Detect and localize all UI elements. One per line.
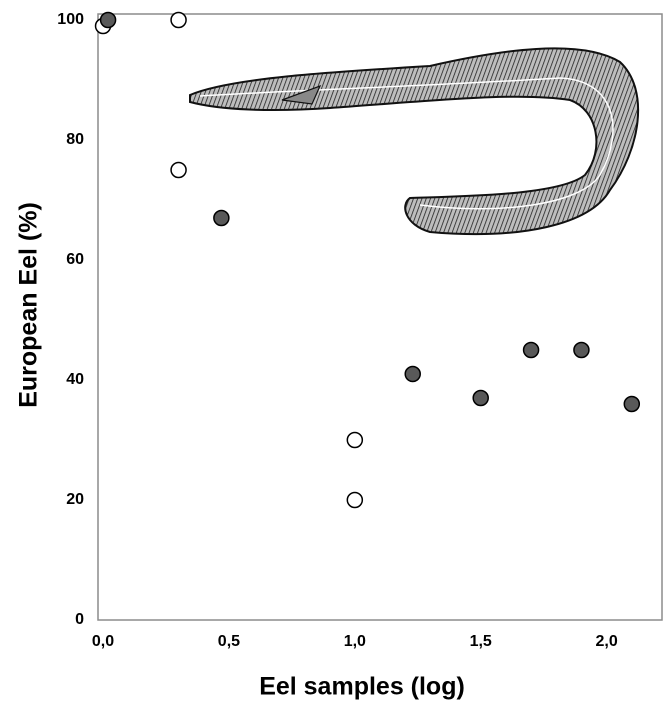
point: [472, 389, 489, 407]
plot-frame: [97, 13, 663, 621]
x-tick-label: 1,0: [344, 633, 366, 650]
eel-illustration: [189, 47, 640, 236]
y-tick-label: 80: [66, 131, 84, 148]
point: [623, 395, 641, 413]
point: [573, 341, 590, 359]
x-axis-title: Eel samples (log): [259, 673, 465, 701]
x-tick-label: 2,0: [595, 633, 617, 650]
x-tick-label: 1,5: [470, 633, 492, 650]
point: [170, 11, 187, 29]
point: [346, 431, 364, 449]
point: [522, 341, 540, 359]
point: [99, 11, 117, 29]
point: [404, 365, 421, 383]
point: [170, 161, 187, 179]
y-tick-label: 60: [66, 251, 84, 268]
y-tick-label: 40: [66, 371, 84, 388]
x-tick-label: 0,5: [218, 633, 240, 650]
y-tick-label: 0: [75, 611, 84, 628]
y-tick-label: 100: [57, 11, 84, 28]
y-tick-label: 20: [66, 491, 84, 508]
y-axis-title: European Eel (%): [15, 202, 43, 408]
point: [346, 491, 364, 509]
x-tick-label: 0,0: [92, 633, 114, 650]
point: [213, 209, 230, 227]
